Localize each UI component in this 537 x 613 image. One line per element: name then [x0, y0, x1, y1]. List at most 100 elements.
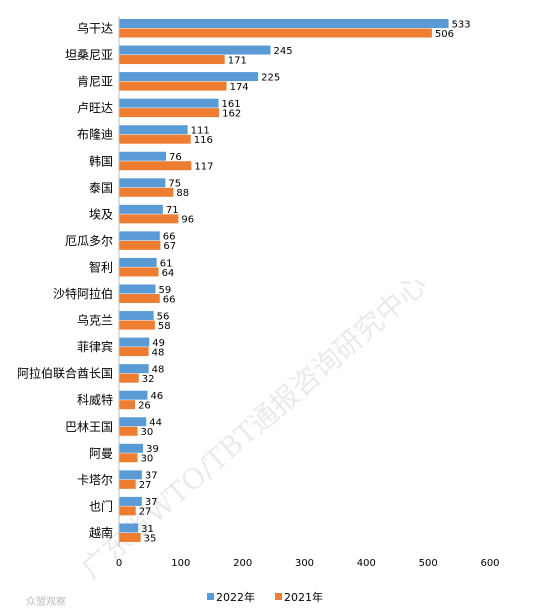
category-label: 厄瓜多尔	[65, 233, 113, 248]
data-label: 245	[273, 46, 292, 57]
x-tick-label: 200	[233, 558, 252, 569]
bar-2022	[119, 443, 144, 453]
bar-2022	[119, 19, 449, 28]
data-label: 35	[144, 533, 157, 544]
data-label: 49	[152, 338, 165, 349]
data-label: 48	[152, 347, 165, 358]
bar-2022	[119, 364, 149, 374]
category-label: 乌干达	[77, 21, 113, 36]
bar-2021	[119, 320, 155, 330]
data-label: 46	[150, 391, 163, 402]
category-label: 越南	[89, 525, 113, 540]
bar-2021	[119, 453, 138, 463]
bar-2021	[119, 400, 136, 410]
category-label: 韩国	[89, 153, 113, 168]
x-tick-label: 0	[116, 558, 122, 569]
data-label: 66	[163, 294, 176, 305]
bar-2021	[119, 134, 191, 144]
bar-2022	[119, 417, 147, 427]
bar-2021	[119, 267, 159, 277]
data-label: 161	[222, 99, 241, 110]
data-label: 116	[194, 135, 213, 146]
data-label: 59	[158, 285, 171, 296]
x-tick-label: 300	[295, 558, 314, 569]
bar-2022	[119, 284, 156, 294]
data-label: 117	[194, 162, 213, 173]
bar-2021	[119, 108, 220, 118]
brand-logo: 众盟观察	[26, 595, 66, 608]
data-label: 27	[139, 507, 152, 518]
bar-2021	[119, 55, 225, 65]
data-label: 174	[230, 82, 249, 93]
bar-2022	[119, 204, 163, 214]
data-label: 111	[191, 126, 210, 137]
category-label: 也门	[89, 498, 113, 513]
data-label: 71	[166, 205, 179, 216]
data-label: 37	[145, 471, 158, 482]
data-label: 88	[176, 188, 189, 199]
legend-label: 2021年	[284, 590, 323, 604]
data-label: 96	[181, 215, 194, 226]
bar-2021	[119, 28, 432, 38]
data-label: 75	[168, 179, 181, 190]
data-label: 64	[162, 268, 175, 279]
data-label: 30	[141, 427, 154, 438]
legend: 2022年 2021年	[207, 590, 323, 604]
bar-2022	[119, 98, 219, 108]
bar-2021	[119, 532, 141, 542]
data-label: 39	[146, 444, 159, 455]
data-label: 533	[452, 19, 471, 30]
data-label: 162	[222, 108, 241, 119]
data-label: 67	[163, 241, 176, 252]
legend-swatch	[207, 593, 214, 600]
data-label: 31	[141, 524, 154, 535]
legend-label: 2022年	[216, 590, 255, 604]
category-label: 肯尼亚	[77, 75, 113, 89]
bars-group	[119, 19, 449, 542]
data-label: 56	[157, 311, 170, 322]
bar-2021	[119, 426, 138, 436]
category-label: 沙特阿拉伯	[53, 286, 113, 301]
bar-2021	[119, 161, 192, 171]
data-label: 506	[435, 29, 454, 40]
data-label: 171	[228, 55, 247, 66]
bar-2022	[119, 257, 157, 267]
x-axis: 0 100 200 300 400 500 600	[116, 16, 500, 569]
bar-2022	[119, 470, 142, 480]
category-label: 阿拉伯联合酋长国	[17, 366, 113, 381]
bar-2021	[119, 214, 179, 224]
bar-2022	[119, 337, 150, 347]
data-label: 37	[145, 497, 158, 508]
bar-2021	[119, 81, 227, 91]
bar-2021	[119, 187, 174, 197]
data-label: 26	[138, 401, 151, 412]
category-label: 巴林王国	[65, 420, 113, 434]
bar-2021	[119, 294, 160, 303]
x-tick-label: 100	[171, 558, 190, 569]
data-label: 66	[163, 232, 176, 243]
bar-2022	[119, 125, 188, 135]
data-label: 48	[152, 364, 165, 375]
brand-text: 众盟观察	[26, 595, 66, 608]
data-label: 225	[261, 72, 280, 83]
bar-2021	[119, 373, 139, 383]
category-label: 坦桑尼亚	[65, 48, 113, 62]
bar-2022	[119, 72, 259, 82]
category-label: 科威特	[77, 392, 113, 407]
bar-2021	[119, 479, 136, 489]
category-label: 乌克兰	[77, 313, 113, 328]
data-label: 58	[158, 321, 171, 332]
category-label: 泰国	[89, 181, 113, 195]
x-tick-label: 400	[357, 558, 376, 569]
data-label: 61	[160, 258, 173, 269]
category-label: 卡塔尔	[77, 472, 113, 487]
data-label: 44	[149, 418, 162, 429]
bar-2022	[119, 390, 148, 400]
legend-swatch	[275, 593, 282, 600]
data-label: 76	[169, 152, 182, 163]
data-label: 27	[139, 480, 152, 491]
data-label: 32	[142, 374, 155, 385]
x-tick-label: 500	[419, 558, 438, 569]
data-label: 30	[141, 454, 154, 465]
